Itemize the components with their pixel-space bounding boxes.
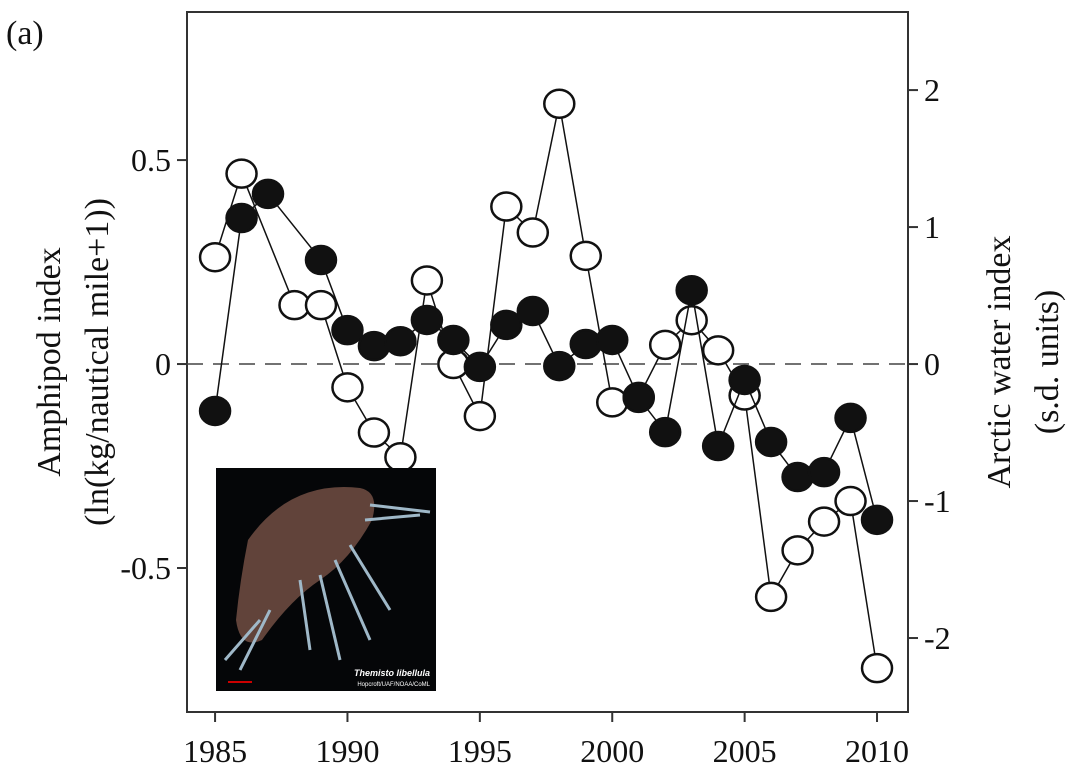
filled-marker	[701, 430, 735, 462]
y2-tick-label: 1	[924, 209, 940, 245]
y-tick-label: -0.5	[120, 550, 171, 586]
x-tick-label: 2010	[845, 733, 909, 769]
filled-marker	[225, 202, 258, 234]
filled-marker	[543, 350, 576, 382]
filled-marker	[463, 351, 497, 383]
filled-marker	[622, 382, 655, 414]
filled-marker	[331, 314, 364, 346]
open-marker	[410, 265, 444, 296]
open-marker	[463, 400, 497, 432]
filled-marker	[834, 402, 867, 434]
open-marker	[225, 158, 258, 189]
open-marker	[569, 240, 603, 272]
y-axis-label: (ln(kg/nautical mile+1))	[79, 198, 116, 526]
y2-tick-label: 0	[924, 346, 940, 382]
open-marker	[357, 417, 391, 448]
x-tick-label: 2005	[713, 733, 777, 769]
inset-species: Themisto libellula	[354, 668, 430, 678]
inset-photo: Themisto libellula Hopcroft/UAF/NOAA/CoML	[216, 468, 436, 691]
open-marker	[543, 88, 576, 120]
filled-marker	[198, 395, 232, 427]
filled-marker	[807, 456, 841, 488]
open-marker	[384, 441, 417, 473]
filled-marker	[754, 426, 788, 458]
y2-axis-label: Arctic water index	[981, 236, 1018, 489]
y-tick-label: 0.5	[131, 142, 171, 178]
y2-axis-label: (s.d. units)	[1029, 290, 1066, 435]
filled-marker	[728, 364, 761, 396]
open-marker	[860, 652, 894, 684]
filled-marker	[675, 274, 708, 306]
open-marker	[754, 581, 788, 613]
open-marker	[701, 335, 735, 366]
filled-marker	[410, 304, 444, 336]
amphipod-legs	[223, 503, 431, 671]
y-tick-label: 0	[155, 346, 171, 382]
open-marker	[675, 304, 708, 336]
filled-marker	[516, 295, 550, 327]
amphipod-body	[236, 487, 375, 643]
filled-marker	[437, 324, 470, 356]
open-marker	[198, 241, 232, 273]
open-marker	[834, 485, 867, 517]
open-marker	[648, 329, 682, 361]
filled-marker	[304, 244, 338, 276]
plot-frame	[186, 11, 909, 713]
filled-marker	[860, 504, 894, 536]
panel-label: (a)	[6, 15, 44, 52]
y2-tick-label: 2	[924, 72, 940, 108]
y2-tick-label: -1	[924, 483, 951, 519]
x-tick-label: 2000	[580, 733, 644, 769]
open-marker	[781, 535, 814, 566]
y-axis-label: Amphipod index	[31, 247, 68, 476]
open-marker	[516, 217, 550, 248]
open-marker	[304, 289, 338, 321]
open-marker	[807, 506, 841, 537]
y2-tick-label: -2	[924, 620, 951, 656]
filled-marker	[569, 328, 603, 360]
filled-marker	[357, 330, 391, 362]
x-tick-label: 1995	[448, 733, 512, 769]
filled-marker	[251, 178, 285, 210]
x-tick-label: 1990	[315, 733, 379, 769]
filled-marker	[384, 325, 417, 357]
open-marker	[595, 387, 629, 418]
inset-credit: Hopcroft/UAF/NOAA/CoML	[357, 682, 430, 688]
filled-marker	[595, 324, 629, 356]
x-tick-label: 1985	[183, 733, 247, 769]
filled-marker	[490, 309, 523, 341]
filled-marker	[781, 461, 814, 493]
open-marker	[331, 372, 364, 403]
filled-marker	[648, 416, 682, 448]
open-marker	[490, 191, 523, 222]
